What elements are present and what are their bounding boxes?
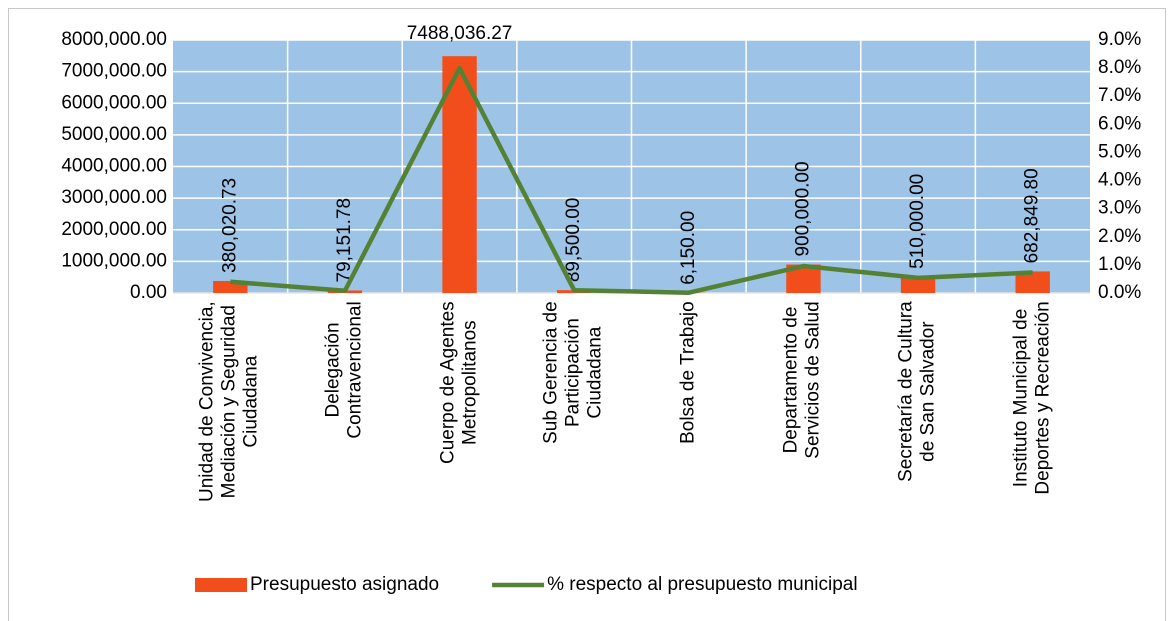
line-series	[230, 65, 1033, 295]
x-tick-label: Departamento de Servicios de Salud	[781, 301, 825, 459]
y2-tick-label: 1.0%	[1098, 254, 1141, 275]
y2-tick-label: 6.0%	[1098, 113, 1141, 134]
legend-label: Presupuesto asignado	[250, 574, 439, 595]
data-label: 7488,036.27	[407, 23, 513, 44]
y-tick-label: 6000,000.00	[61, 92, 167, 113]
data-label: 89,500.00	[563, 198, 584, 283]
x-tick-label: Secretaría de Cultura de San Salvador	[896, 301, 940, 482]
data-label: 510,000.00	[907, 174, 928, 269]
y2-tick-label: 4.0%	[1098, 170, 1141, 191]
x-tick-label: Cuerpo de Agentes Metropolitanos	[437, 301, 481, 464]
legend-swatch	[195, 578, 247, 592]
data-label: 6,150.00	[678, 211, 699, 285]
data-label: 900,000.00	[792, 161, 813, 256]
data-label: 380,020.73	[219, 178, 240, 273]
y2-tick-label: 8.0%	[1098, 57, 1141, 78]
y2-tick-label: 2.0%	[1098, 226, 1141, 247]
y-tick-label: 0.00	[130, 282, 167, 303]
y-tick-label: 5000,000.00	[61, 124, 167, 145]
y2-tick-label: 3.0%	[1098, 198, 1141, 219]
x-tick-label: Bolsa de Trabajo	[677, 301, 699, 444]
x-tick-label: Delegación Contravencional	[322, 301, 366, 439]
y-tick-label: 3000,000.00	[61, 187, 167, 208]
bar	[1015, 271, 1050, 293]
y-tick-label: 2000,000.00	[61, 219, 167, 240]
bar	[442, 56, 477, 293]
y2-tick-label: 9.0%	[1098, 29, 1141, 50]
x-tick-label: Unidad de Convivencia, Mediación y Segur…	[197, 301, 263, 502]
y2-tick-label: 5.0%	[1098, 141, 1141, 162]
y2-tick-label: 0.0%	[1098, 282, 1141, 303]
y-tick-label: 4000,000.00	[61, 156, 167, 177]
y-tick-label: 8000,000.00	[61, 29, 167, 50]
x-tick-label: Sub Gerencia de Participación Ciudadana	[541, 301, 607, 444]
data-label: 682,849.80	[1022, 168, 1043, 263]
y2-tick-label: 7.0%	[1098, 85, 1141, 106]
legend-label: % respecto al presupuesto municipal	[547, 574, 858, 595]
bar	[900, 276, 936, 293]
y-tick-label: 7000,000.00	[61, 61, 167, 82]
x-tick-label: Instituto Municipal de Deportes y Recrea…	[1010, 301, 1054, 495]
y-tick-label: 1000,000.00	[61, 250, 167, 271]
data-label: 79,151.78	[334, 198, 355, 283]
